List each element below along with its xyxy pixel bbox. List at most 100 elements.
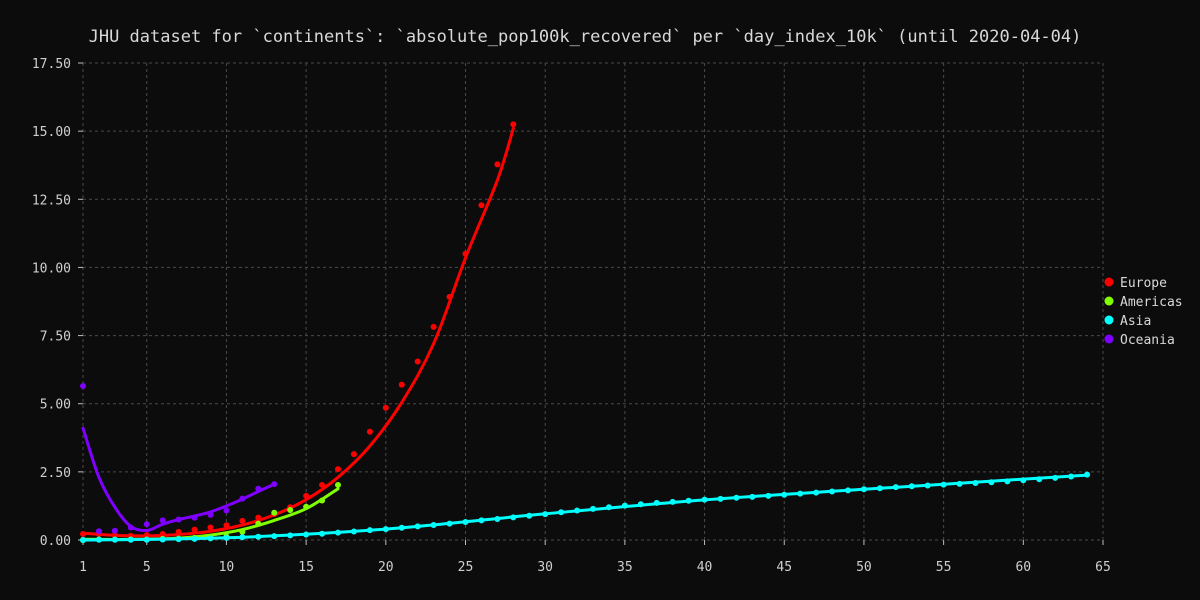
data-point-oceania: [175, 516, 182, 523]
legend-marker: [1104, 277, 1114, 287]
data-point-asia: [1020, 477, 1027, 484]
data-point-oceania: [239, 495, 246, 502]
y-tick-label: 7.50: [40, 330, 71, 345]
data-point-oceania: [207, 511, 214, 518]
legend-marker: [1104, 334, 1114, 344]
y-tick-label: 5.00: [40, 398, 71, 413]
data-point-europe: [494, 161, 501, 168]
data-point-asia: [526, 512, 533, 519]
legend-label: Americas: [1120, 295, 1183, 310]
data-point-oceania: [191, 514, 198, 521]
data-point-asia: [717, 495, 724, 502]
grid-lines: [82, 62, 1104, 541]
legend-item-europe: Europe: [1104, 276, 1167, 291]
data-point-asia: [143, 536, 150, 543]
data-point-asia: [398, 524, 405, 531]
data-point-asia: [605, 504, 612, 511]
y-tick-label: 17.50: [32, 57, 71, 72]
data-point-asia: [478, 517, 485, 524]
legend-label: Asia: [1120, 314, 1151, 329]
data-point-asia: [685, 497, 692, 504]
data-point-asia: [956, 480, 963, 487]
x-tick-label: 65: [1095, 560, 1111, 575]
data-point-asia: [988, 479, 995, 486]
data-point-asia: [127, 536, 134, 543]
data-point-asia: [845, 487, 851, 494]
data-point-asia: [860, 486, 867, 493]
series-oceania: [80, 382, 278, 535]
data-point-asia: [255, 533, 262, 540]
x-tick-label: 60: [1015, 560, 1031, 575]
data-point-asia: [813, 489, 820, 496]
data-point-asia: [239, 534, 246, 541]
data-point-asia: [1004, 478, 1011, 485]
data-point-asia: [80, 537, 86, 543]
data-point-asia: [350, 528, 357, 535]
data-point-asia: [191, 535, 198, 542]
x-tick-label: 1: [79, 560, 87, 575]
data-point-europe: [446, 293, 453, 300]
data-point-americas: [303, 503, 310, 510]
trend-line-europe: [81, 126, 515, 538]
data-point-asia: [542, 511, 549, 518]
data-point-oceania: [111, 527, 118, 534]
data-point-asia: [1052, 474, 1059, 481]
data-point-asia: [382, 526, 389, 533]
data-point-americas: [255, 520, 262, 527]
data-point-asia: [95, 536, 102, 543]
data-point-asia: [892, 484, 899, 491]
data-point-asia: [829, 488, 836, 495]
data-point-europe: [319, 481, 326, 488]
y-tick-label: 2.50: [40, 466, 71, 481]
data-point-asia: [1068, 473, 1075, 480]
data-point-europe: [191, 526, 198, 533]
data-point-asia: [175, 536, 182, 543]
data-point-asia: [590, 505, 596, 512]
data-point-americas: [271, 509, 278, 516]
data-point-asia: [701, 496, 708, 503]
data-point-asia: [510, 514, 517, 521]
data-point-asia: [733, 494, 740, 501]
data-point-asia: [223, 534, 230, 541]
x-tick-label: 10: [219, 560, 235, 575]
legend-label: Oceania: [1120, 333, 1175, 348]
data-point-oceania: [143, 521, 150, 528]
data-point-asia: [271, 533, 278, 540]
data-point-europe: [223, 522, 230, 529]
data-point-europe: [175, 528, 182, 535]
axes: 1 5 10 15 20 25 30 35 40 45 50 55 60 650.002.505.007.…: [32, 57, 1111, 575]
data-point-asia: [303, 531, 310, 538]
data-point-asia: [637, 501, 644, 508]
y-tick-label: 12.50: [32, 193, 71, 208]
data-point-europe: [255, 514, 262, 521]
data-point-oceania: [255, 485, 262, 492]
data-point-europe: [143, 532, 150, 539]
legend-label: Europe: [1120, 276, 1167, 291]
data-point-asia: [621, 502, 628, 509]
data-point-europe: [159, 531, 166, 538]
data-point-asia: [940, 481, 947, 488]
data-point-oceania: [95, 528, 102, 535]
data-point-oceania: [127, 524, 134, 531]
data-point-asia: [446, 520, 453, 527]
data-point-asia: [1036, 476, 1043, 483]
data-point-europe: [430, 323, 437, 330]
legend-item-asia: Asia: [1104, 314, 1151, 329]
y-tick-label: 15.00: [32, 125, 71, 140]
data-point-asia: [207, 535, 214, 542]
data-point-asia: [972, 480, 979, 487]
data-point-europe: [398, 381, 405, 388]
series-group: [80, 121, 1091, 543]
data-point-oceania: [223, 507, 230, 514]
data-point-asia: [653, 499, 660, 506]
data-point-asia: [876, 485, 883, 492]
data-point-asia: [669, 498, 676, 505]
data-point-asia: [924, 482, 931, 489]
data-point-europe: [350, 451, 357, 458]
x-tick-label: 45: [776, 560, 792, 575]
x-tick-label: 25: [458, 560, 474, 575]
x-tick-label: 15: [298, 560, 314, 575]
data-point-asia: [908, 483, 915, 490]
data-point-europe: [414, 358, 421, 365]
